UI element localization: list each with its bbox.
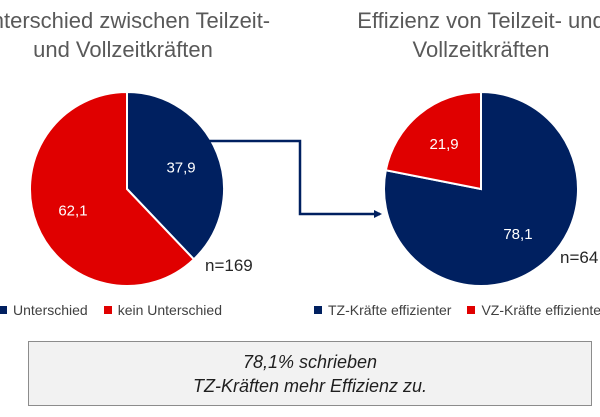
chart-title-right-line2: Vollzeitkräften [412,37,550,62]
chart-title-left-line1: Unterschied zwischen Teilzeit- [0,8,271,33]
chart-title-left-line2: und Vollzeitkräften [33,37,213,62]
legend-item-vz-effizienter: VZ-Kräfte effizienter [467,302,600,318]
legend-item-kein-unterschied: kein Unterschied [103,302,222,318]
chart-title-right: Effizienz von Teilzeit- und Vollzeitkräf… [331,6,600,64]
callout-line1: 78,1% schrieben [242,351,378,372]
legend-label: Unterschied [13,302,88,318]
pie-chart-right: 78,1 21,9 [383,90,579,287]
chart-title-left: Unterschied zwischen Teilzeit- und Vollz… [0,6,273,64]
pie-chart-left: 37,9 62,1 [29,90,225,287]
legend-swatch [0,306,7,314]
legend-right: TZ-Kräfte effizienter VZ-Kräfte effizien… [314,302,600,318]
data-label: 21,9 [429,136,458,153]
n-label-left: n=169 [205,256,253,275]
data-label: 78,1 [503,226,532,243]
pie-slice-vz-kr-fte-effizienter [384,90,482,191]
legend-label: kein Unterschied [117,302,222,318]
callout-line2: TZ-Kräften mehr Effizienz zu. [192,375,428,396]
pie-slice-unterschied [126,90,225,261]
summary-callout: 78,1% schrieben TZ-Kräften mehr Effizien… [28,341,592,406]
n-label-right: n=64 [560,248,598,267]
data-label: 62,1 [58,203,87,220]
chart-title-right-line1: Effizienz von Teilzeit- und [357,8,600,33]
legend-swatch [314,306,322,314]
legend-item-unterschied: Unterschied [0,302,88,318]
legend-swatch [103,306,112,314]
legend-label: VZ-Kräfte effizienter [481,302,600,318]
legend-swatch [467,306,476,314]
connector-arrow [205,139,382,218]
legend-label: TZ-Kräfte effizienter [328,302,452,318]
data-label: 37,9 [166,159,195,176]
legend-item-tz-effizienter: TZ-Kräfte effizienter [314,302,451,318]
legend-left: Unterschied kein Unterschied [0,302,238,318]
pie-slice-kein-unterschied [29,90,196,287]
